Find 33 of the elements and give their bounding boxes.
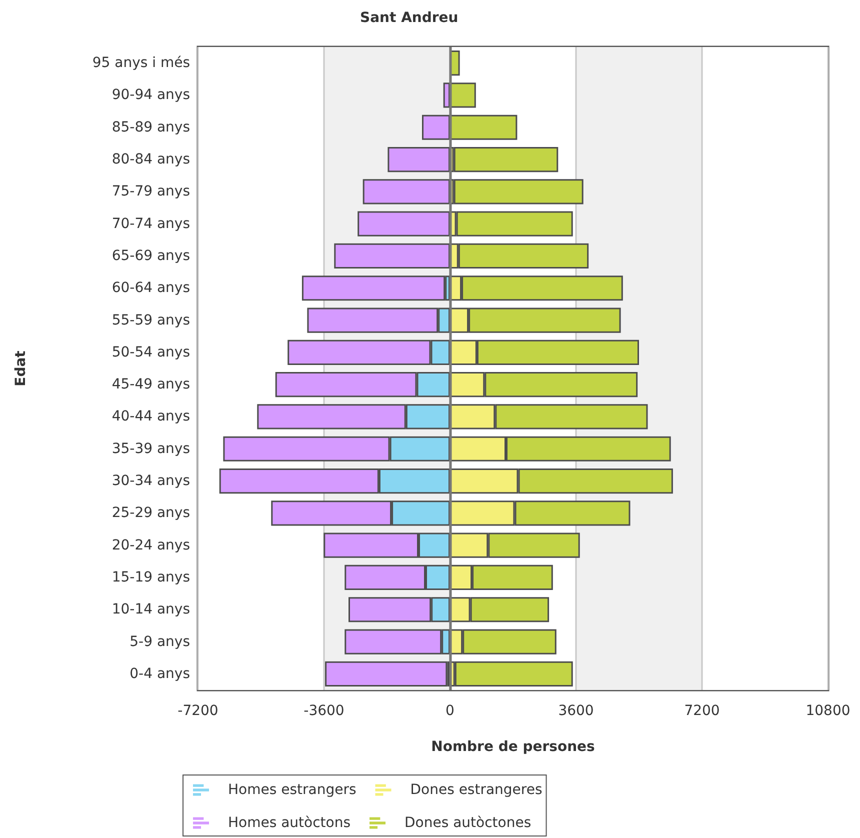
y-tick-label: 40-44 anys [112,408,190,425]
y-tick-label: 5-9 anys [130,634,190,650]
y-tick-label: 20-24 anys [112,537,190,554]
x-tick-label: 10800 [806,703,850,719]
y-tick-label: 25-29 anys [112,505,190,522]
x-tick-label: -7200 [178,703,218,719]
y-tick-label: 60-64 anys [112,280,190,296]
y-tick-label: 80-84 anys [112,152,190,168]
y-tick-label: 95 anys i més [92,55,190,72]
x-tick-label: 7200 [684,703,720,719]
y-axis-title: Edat [13,350,29,386]
x-tick-label: 3600 [558,703,594,719]
y-tick-label: 35-39 anys [112,440,190,457]
y-tick-label: 45-49 anys [112,376,190,393]
legend-label: Homes autòctons [228,815,351,831]
y-tick-label: 70-74 anys [112,216,190,232]
y-tick-label: 65-69 anys [112,248,190,264]
chart-title: Sant Andreu [360,10,458,26]
x-tick-label: 0 [446,703,454,719]
legend-label: Homes estrangers [228,782,356,798]
x-tick-label: -3600 [304,703,344,719]
y-tick-label: 15-19 anys [112,569,190,586]
y-tick-label: 75-79 anys [112,184,190,200]
y-tick-label: 30-34 anys [112,473,190,490]
y-tick-label: 10-14 anys [112,602,190,618]
x-axis-title: Nombre de persones [431,739,595,755]
legend-label: Dones autòctones [404,815,532,831]
y-tick-label: 55-59 anys [112,312,190,328]
y-tick-label: 0-4 anys [130,666,190,682]
legend-label: Dones estrangeres [410,782,542,798]
y-tick-label: 85-89 anys [112,119,190,136]
y-tick-label: 90-94 anys [112,87,190,104]
y-tick-label: 50-54 anys [112,344,190,360]
